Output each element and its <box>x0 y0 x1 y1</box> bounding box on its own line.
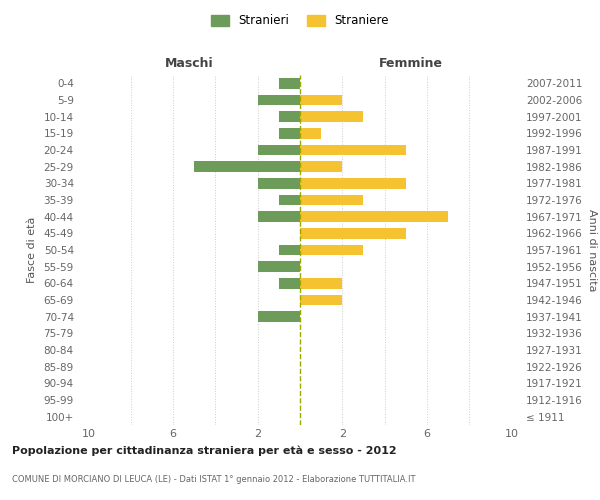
Bar <box>300 294 342 306</box>
Bar <box>279 194 300 205</box>
Bar <box>300 244 364 256</box>
Bar <box>258 311 300 322</box>
Bar <box>279 278 300 289</box>
Text: Popolazione per cittadinanza straniera per età e sesso - 2012: Popolazione per cittadinanza straniera p… <box>12 445 397 456</box>
Bar <box>258 94 300 106</box>
Bar <box>300 128 321 138</box>
Y-axis label: Anni di nascita: Anni di nascita <box>587 208 597 291</box>
Bar <box>258 211 300 222</box>
Bar <box>279 78 300 89</box>
Legend: Stranieri, Straniere: Stranieri, Straniere <box>208 11 392 31</box>
Bar <box>258 261 300 272</box>
Bar <box>300 161 342 172</box>
Bar <box>300 144 406 156</box>
Bar <box>194 161 300 172</box>
Text: Maschi: Maschi <box>164 57 214 70</box>
Text: Femmine: Femmine <box>379 57 443 70</box>
Bar <box>258 178 300 188</box>
Y-axis label: Fasce di età: Fasce di età <box>26 217 37 283</box>
Bar <box>300 112 364 122</box>
Bar <box>300 228 406 239</box>
Bar <box>300 211 448 222</box>
Bar <box>279 112 300 122</box>
Bar <box>279 244 300 256</box>
Bar <box>258 144 300 156</box>
Bar <box>300 94 342 106</box>
Bar <box>300 178 406 188</box>
Bar <box>300 194 364 205</box>
Text: COMUNE DI MORCIANO DI LEUCA (LE) - Dati ISTAT 1° gennaio 2012 - Elaborazione TUT: COMUNE DI MORCIANO DI LEUCA (LE) - Dati … <box>12 475 415 484</box>
Bar <box>279 128 300 138</box>
Bar <box>300 278 342 289</box>
